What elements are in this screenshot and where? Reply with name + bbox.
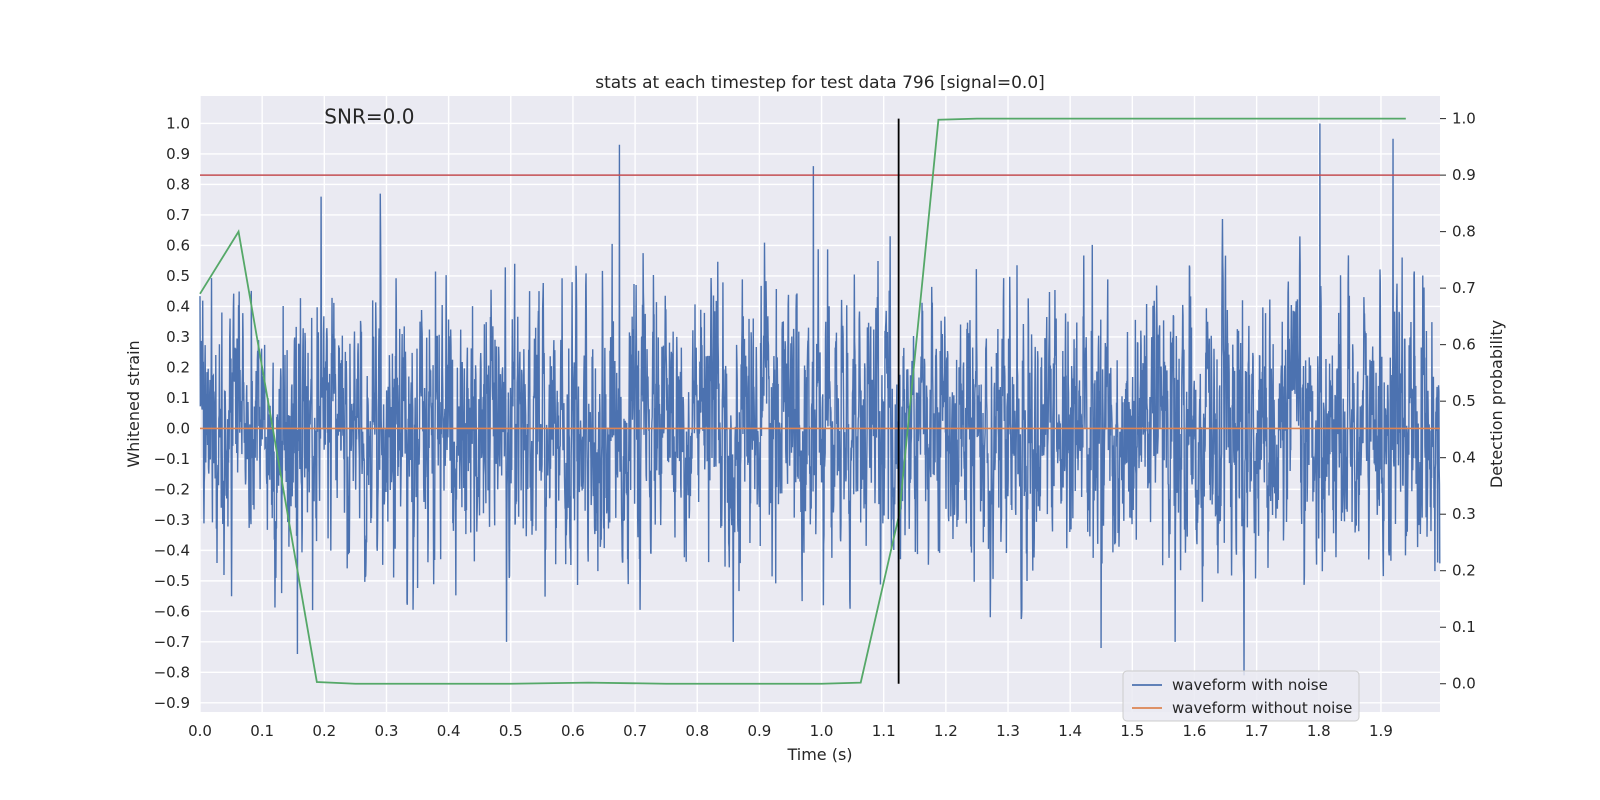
x-tick-label: 0.0 (188, 722, 212, 740)
x-tick-label: 1.3 (996, 722, 1020, 740)
x-tick-label: 1.8 (1307, 722, 1331, 740)
waveform-with-noise-line (199, 123, 1441, 676)
x-axis-ticks: 0.0 0.1 0.2 0.3 0.4 0.5 0.6 0.7 0.8 0.9 1.0 1.1 1.2 1… (188, 722, 1393, 740)
y-tick-label: −0.7 (154, 633, 190, 651)
y-tick-label: −0.9 (154, 694, 190, 712)
right-y-axis-label: Detection probability (1487, 320, 1506, 488)
x-tick-label: 1.6 (1183, 722, 1207, 740)
x-tick-label: 1.7 (1245, 722, 1269, 740)
right-y-tick-label: 0.2 (1452, 562, 1476, 580)
y-tick-label: 0.4 (166, 297, 190, 315)
y-tick-label: 1.0 (166, 114, 190, 132)
plot-area (199, 117, 1441, 685)
y-tick-label: 0.7 (166, 206, 190, 224)
x-tick-label: 0.8 (685, 722, 709, 740)
x-tick-label: 0.4 (437, 722, 461, 740)
x-tick-label: 0.3 (375, 722, 399, 740)
right-y-tick-label: 0.4 (1452, 449, 1476, 467)
y-tick-label: −0.1 (154, 450, 190, 468)
x-tick-label: 0.5 (499, 722, 523, 740)
x-axis-label: Time (s) (786, 745, 852, 764)
chart-title: stats at each timestep for test data 796… (595, 73, 1045, 93)
x-tick-label: 0.1 (250, 722, 274, 740)
x-tick-label: 1.1 (872, 722, 896, 740)
right-y-tick-label: 0.7 (1452, 279, 1476, 297)
y-tick-label: 0.3 (166, 328, 190, 346)
x-tick-label: 1.2 (934, 722, 958, 740)
x-tick-label: 0.9 (747, 722, 771, 740)
right-y-tick-label: 0.1 (1452, 618, 1476, 636)
y-tick-label: −0.4 (154, 541, 190, 559)
y-tick-label: −0.8 (154, 663, 190, 681)
x-tick-label: 1.5 (1120, 722, 1144, 740)
y-tick-label: −0.6 (154, 602, 190, 620)
y-tick-label: 0.9 (166, 145, 190, 163)
x-grid-lines (199, 96, 1382, 712)
right-y-tick-label: 0.5 (1452, 392, 1476, 410)
y-tick-label: 0.2 (166, 358, 190, 376)
x-tick-label: 1.0 (810, 722, 834, 740)
x-tick-label: 1.4 (1058, 722, 1082, 740)
legend-label-waveform-without-noise: waveform without noise (1172, 699, 1352, 717)
right-y-tick-label: 1.0 (1452, 110, 1476, 128)
snr-annotation: SNR=0.0 (324, 104, 414, 128)
y-tick-label: 0.5 (166, 267, 190, 285)
detection-probability-line (199, 117, 1406, 685)
right-y-tick-label: 0.6 (1452, 336, 1476, 354)
x-tick-label: 0.2 (312, 722, 336, 740)
x-tick-label: 0.6 (561, 722, 585, 740)
y-tick-label: −0.5 (154, 572, 190, 590)
y-axis-ticks: 1.0 0.9 0.8 0.7 0.6 0.5 0.4 0.3 0.2 0.1 0.0 −0.1 −0.… (154, 114, 190, 711)
y-axis-label: Whitened strain (124, 340, 143, 467)
right-y-tick-label: 0.8 (1452, 223, 1476, 241)
x-tick-label: 0.7 (623, 722, 647, 740)
y-tick-label: 0.0 (166, 419, 190, 437)
legend: waveform with noise waveform without noi… (1122, 670, 1360, 722)
y-tick-label: −0.2 (154, 480, 190, 498)
legend-box (1122, 670, 1360, 722)
right-y-tick-label: 0.9 (1452, 166, 1476, 184)
y-tick-label: 0.1 (166, 389, 190, 407)
y-tick-label: 0.8 (166, 175, 190, 193)
right-y-tick-label: 0.0 (1452, 675, 1476, 693)
right-y-tick-label: 0.3 (1452, 505, 1476, 523)
x-tick-label: 1.9 (1369, 722, 1393, 740)
legend-label-waveform-with-noise: waveform with noise (1172, 676, 1328, 694)
right-y-axis-ticks: 1.0 0.9 0.8 0.7 0.6 0.5 0.4 0.3 0.2 0.1 0.0 (1440, 110, 1476, 693)
y-tick-label: −0.3 (154, 511, 190, 529)
y-tick-label: 0.6 (166, 236, 190, 254)
